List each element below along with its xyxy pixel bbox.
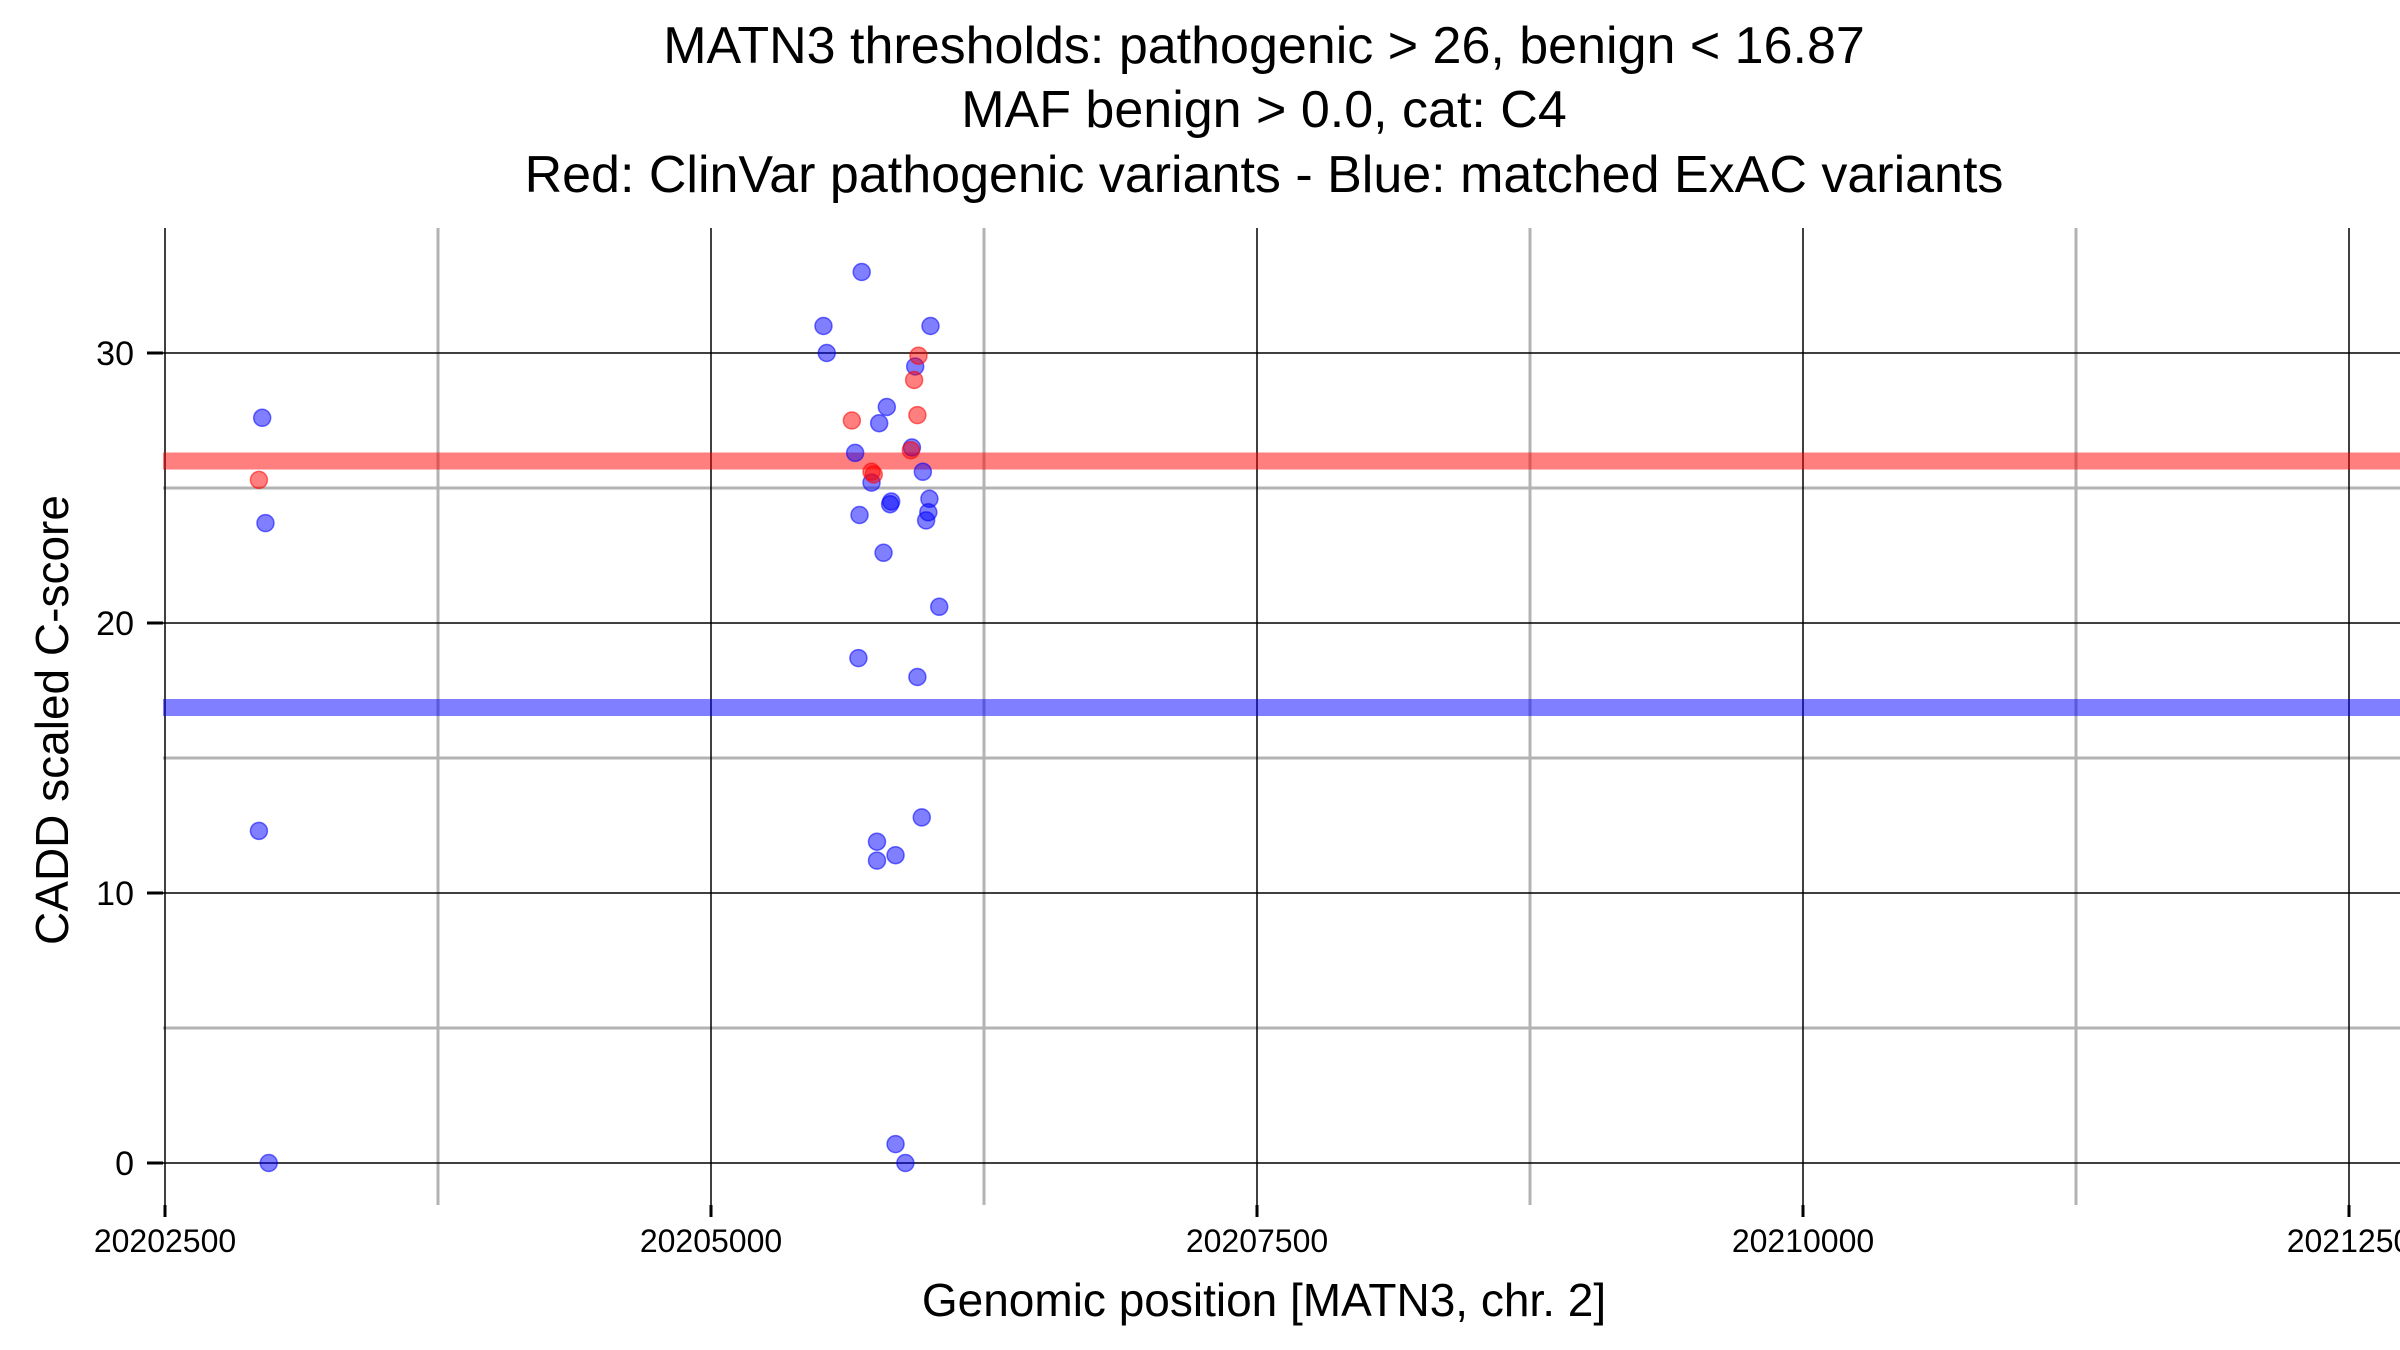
exac-variant-point [850, 505, 869, 525]
y-axis-tick-labels: 0 10 20 30 [96, 335, 134, 1183]
data-points [249, 262, 949, 1173]
exac-variant-point [869, 413, 889, 433]
clinvar-pathogenic-point [842, 411, 862, 430]
chart-title-line-2: MAF benign > 0.0, cat: C4 [961, 81, 1567, 139]
exac-variant-point [259, 1153, 278, 1173]
exac-variant-point [256, 513, 275, 533]
chart-title-line-1: MATN3 thresholds: pathogenic > 26, benig… [663, 17, 1865, 75]
clinvar-pathogenic-point [909, 346, 928, 365]
y-tick-label: 10 [96, 875, 134, 913]
exac-variant-point [921, 316, 940, 336]
exac-variant-point [867, 851, 887, 870]
exac-variant-point [912, 808, 932, 827]
chart-title-line-3: Red: ClinVar pathogenic variants - Blue:… [525, 146, 2004, 204]
y-tick-label: 0 [115, 1145, 134, 1183]
x-axis-tick-labels: 20202500 20205000 20207500 20210000 2021250 [94, 1223, 2400, 1259]
clinvar-pathogenic-point [904, 370, 924, 390]
minor-gridlines [163, 228, 2400, 1205]
x-axis-label: Genomic position [MATN3, chr. 2] [922, 1274, 1606, 1326]
x-tick-label: 2021250 [2287, 1223, 2400, 1259]
exac-variant-point [886, 1134, 905, 1154]
exac-variant-point [886, 845, 905, 865]
exac-variant-point [817, 343, 837, 363]
exac-variant-point [249, 821, 269, 841]
y-axis-label: CADD scaled C-score [26, 495, 78, 945]
exac-variant-point [867, 832, 887, 851]
x-tick-label: 20205000 [640, 1223, 782, 1259]
exac-variant-point [920, 489, 939, 509]
clinvar-pathogenic-point [908, 405, 927, 425]
threshold-lines [163, 452, 2400, 717]
x-tick-label: 20202500 [94, 1223, 236, 1259]
exac-variant-point [845, 443, 865, 463]
exac-variant-point [852, 262, 871, 282]
exac-variant-point [877, 397, 897, 417]
exac-variant-point [913, 462, 933, 482]
exac-variant-point [929, 597, 949, 617]
exac-variant-point [881, 492, 901, 511]
clinvar-pathogenic-point [864, 465, 883, 484]
clinvar-pathogenic-point [249, 470, 269, 490]
exac-variant-point [814, 316, 833, 336]
y-tick-label: 20 [96, 605, 134, 643]
x-tick-label: 20210000 [1732, 1223, 1874, 1259]
exac-variant-point [908, 667, 927, 687]
y-tick-label: 30 [96, 335, 134, 373]
major-gridlines [163, 228, 2400, 1205]
exac-variant-point [874, 543, 893, 563]
exac-variant-point [252, 408, 272, 428]
chart-title: MATN3 thresholds: pathogenic > 26, benig… [525, 17, 2004, 204]
axis-ticks [147, 351, 2351, 1217]
clinvar-pathogenic-point [901, 440, 921, 460]
exac-variant-point [896, 1153, 915, 1173]
x-tick-label: 20207500 [1186, 1223, 1328, 1259]
exac-variant-point [849, 648, 868, 668]
